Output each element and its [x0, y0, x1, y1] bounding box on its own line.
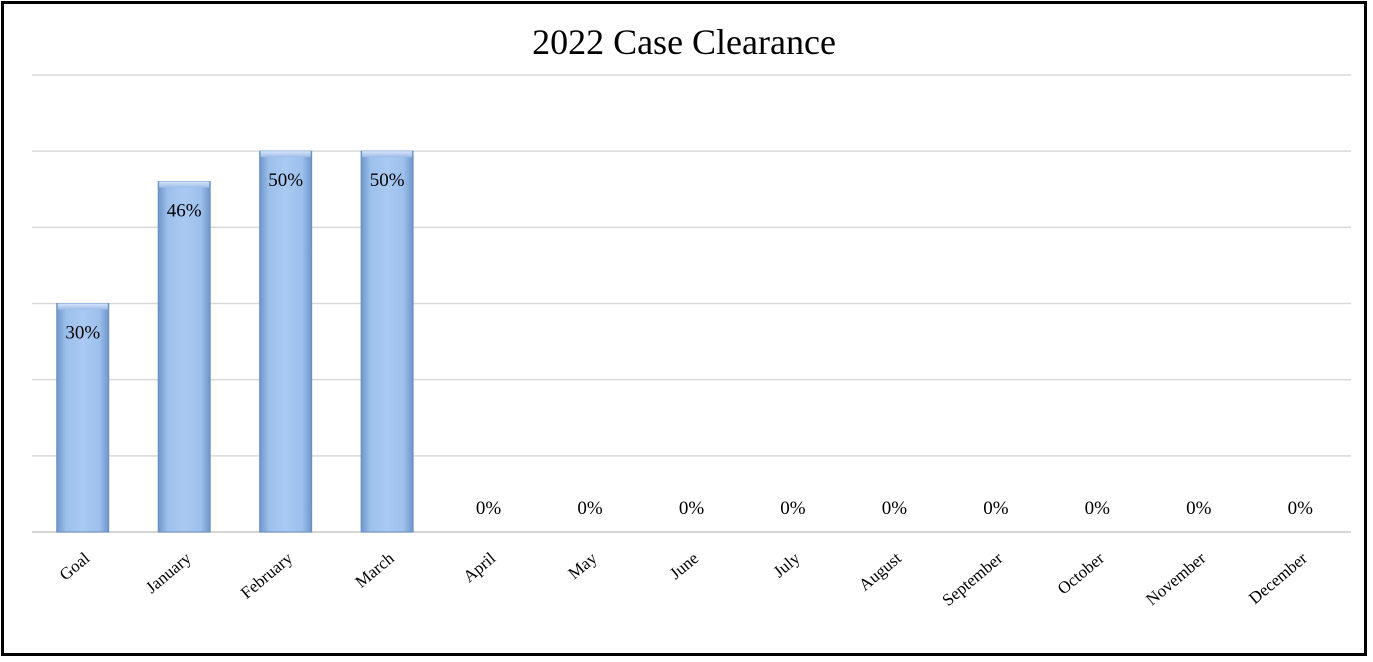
category-label-may: May [565, 548, 601, 583]
bar-cap-march [362, 151, 413, 158]
data-label-april: 0% [476, 498, 502, 519]
category-label-september: September [939, 548, 1007, 610]
bars [56, 150, 414, 533]
category-label-december: December [1245, 548, 1311, 608]
category-label-february: February [237, 548, 297, 602]
category-labels: Goal January February March April May June July… [56, 548, 1311, 610]
data-label-february: 50% [268, 170, 303, 191]
category-label-goal: Goal [56, 548, 94, 584]
category-label-april: April [459, 548, 499, 586]
category-label-august: August [855, 548, 905, 594]
gridlines [32, 74, 1351, 533]
bar-february [259, 150, 313, 533]
category-label-october: October [1054, 548, 1108, 598]
data-label-august: 0% [882, 498, 908, 519]
data-label-september: 0% [983, 498, 1009, 519]
data-label-march: 50% [370, 170, 405, 191]
data-label-october: 0% [1085, 498, 1111, 519]
data-label-june: 0% [679, 498, 705, 519]
category-label-january: January [142, 548, 195, 597]
category-label-november: November [1142, 548, 1209, 609]
bar-goal [56, 303, 110, 533]
data-label-november: 0% [1186, 498, 1212, 519]
bar-cap-february [260, 151, 311, 158]
data-label-july: 0% [780, 498, 806, 519]
data-label-goal: 30% [65, 323, 100, 344]
bar-cap-january [159, 181, 210, 188]
category-label-july: July [770, 548, 804, 581]
bar-january [157, 181, 211, 533]
category-label-march: March [351, 548, 398, 591]
chart-title: 2022 Case Clearance [532, 22, 836, 62]
data-label-january: 46% [167, 201, 202, 222]
data-labels: 30% 46% 50% 50% 0% 0% 0% 0% 0% 0% 0% 0% 0% [65, 170, 1313, 519]
bar-march [360, 150, 414, 533]
data-label-may: 0% [577, 498, 603, 519]
data-label-december: 0% [1288, 498, 1314, 519]
bar-cap-goal [57, 303, 108, 310]
category-label-june: June [666, 549, 702, 584]
